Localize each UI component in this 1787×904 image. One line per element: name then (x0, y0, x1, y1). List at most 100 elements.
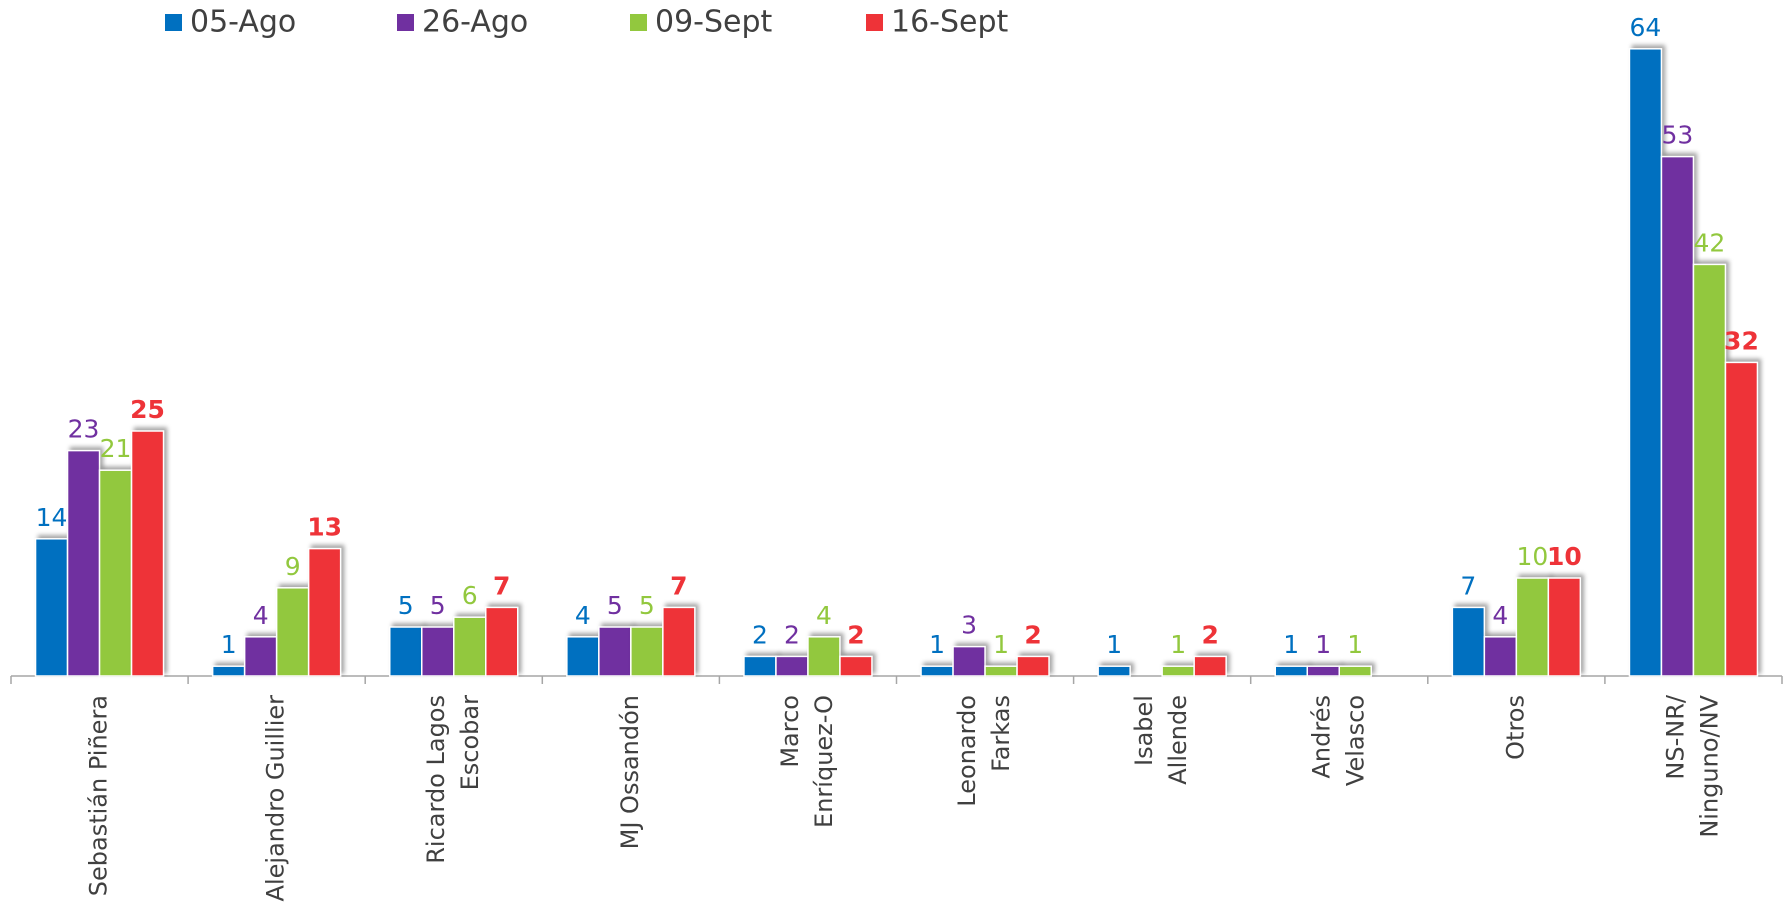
bar (485, 606, 519, 677)
value-label: 2 (784, 620, 800, 649)
value-label: 2 (1024, 620, 1041, 649)
value-label: 25 (130, 395, 165, 424)
bar (1161, 665, 1195, 677)
bar (920, 665, 954, 677)
legend-label: 09-Sept (655, 5, 773, 40)
value-label: 2 (1201, 620, 1218, 649)
value-label: 9 (285, 552, 301, 581)
bar (984, 665, 1018, 677)
legend-swatch (630, 14, 647, 31)
value-label: 21 (100, 434, 132, 463)
category-label: Alejandro Guillier (262, 695, 290, 902)
category-label: Farkas (987, 695, 1015, 772)
category-label: Andrés (1307, 695, 1335, 778)
value-label: 6 (462, 581, 478, 610)
value-label: 10 (1516, 542, 1548, 571)
value-label: 53 (1662, 121, 1694, 150)
value-label: 5 (607, 591, 623, 620)
value-label: 1 (1347, 630, 1363, 659)
bar (1692, 263, 1727, 677)
value-label: 7 (670, 571, 687, 600)
category-label: Ricardo Lagos (422, 695, 450, 864)
category-label: Isabel (1130, 695, 1158, 766)
value-label: 2 (847, 620, 864, 649)
value-label: 14 (36, 503, 68, 532)
bar (1451, 606, 1486, 677)
bar (743, 655, 777, 677)
bar (307, 547, 342, 677)
value-label: 1 (1283, 630, 1299, 659)
category-label: Enríquez-O (810, 695, 838, 828)
bar (807, 636, 841, 677)
bar (1338, 665, 1372, 677)
category-label: Sebastián Piñera (85, 695, 113, 896)
value-label: 23 (68, 415, 100, 444)
bar (1724, 361, 1759, 677)
value-label: 4 (1492, 601, 1508, 630)
value-label: 1 (1315, 630, 1331, 659)
legend-label: 05-Ago (190, 5, 296, 40)
value-label: 5 (639, 591, 655, 620)
legend-label: 16-Sept (891, 5, 1009, 40)
bar (243, 636, 278, 677)
value-label: 7 (1460, 571, 1476, 600)
value-label: 7 (493, 571, 510, 600)
value-label: 32 (1724, 326, 1759, 355)
bar (1515, 577, 1550, 677)
value-label: 4 (253, 601, 269, 630)
legend-swatch (866, 14, 883, 31)
value-label: 1 (1106, 630, 1122, 659)
bar (839, 655, 873, 677)
bar (453, 616, 487, 677)
category-label: NS-NR/ (1661, 694, 1689, 779)
legend-label: 26-Ago (422, 5, 528, 40)
value-label: 3 (961, 611, 977, 640)
category-label: Marco (776, 695, 804, 768)
category-label: Otros (1501, 695, 1529, 760)
bar (775, 655, 809, 677)
legend-swatch (165, 14, 182, 31)
legend-swatch (397, 14, 414, 31)
category-label: Ninguno/NV (1695, 694, 1723, 837)
bar (1097, 665, 1131, 677)
value-label: 13 (307, 513, 342, 542)
value-label: 4 (816, 601, 832, 630)
value-label: 5 (430, 591, 446, 620)
bar (66, 449, 101, 677)
value-label: 1 (929, 630, 945, 659)
bar (1016, 655, 1050, 677)
bar (1274, 665, 1308, 677)
bar (1483, 636, 1518, 677)
value-label: 5 (398, 591, 414, 620)
value-label: 4 (575, 601, 591, 630)
value-label: 1 (1170, 630, 1186, 659)
bar (566, 636, 600, 677)
category-label: Leonardo (953, 695, 981, 807)
bar (1193, 655, 1227, 677)
value-label: 1 (221, 630, 237, 659)
bar (598, 626, 632, 677)
bar (211, 665, 246, 677)
category-label: Escobar (456, 695, 484, 790)
bar (1628, 48, 1663, 677)
value-label: 10 (1547, 542, 1582, 571)
bar (98, 469, 133, 677)
bar (1306, 665, 1340, 677)
bar (1660, 155, 1695, 677)
bar (389, 626, 423, 677)
bar (630, 626, 664, 677)
bar (275, 587, 310, 677)
value-label: 1 (993, 630, 1009, 659)
value-label: 64 (1630, 13, 1662, 42)
bar (34, 538, 69, 677)
bar (130, 430, 165, 677)
bar (421, 626, 455, 677)
value-label: 42 (1694, 228, 1726, 257)
bar (1547, 577, 1582, 677)
category-label: Velasco (1341, 695, 1369, 786)
category-label: MJ Ossandón (616, 695, 644, 849)
category-label: Allende (1164, 695, 1192, 785)
bar (662, 606, 696, 677)
value-label: 2 (752, 620, 768, 649)
